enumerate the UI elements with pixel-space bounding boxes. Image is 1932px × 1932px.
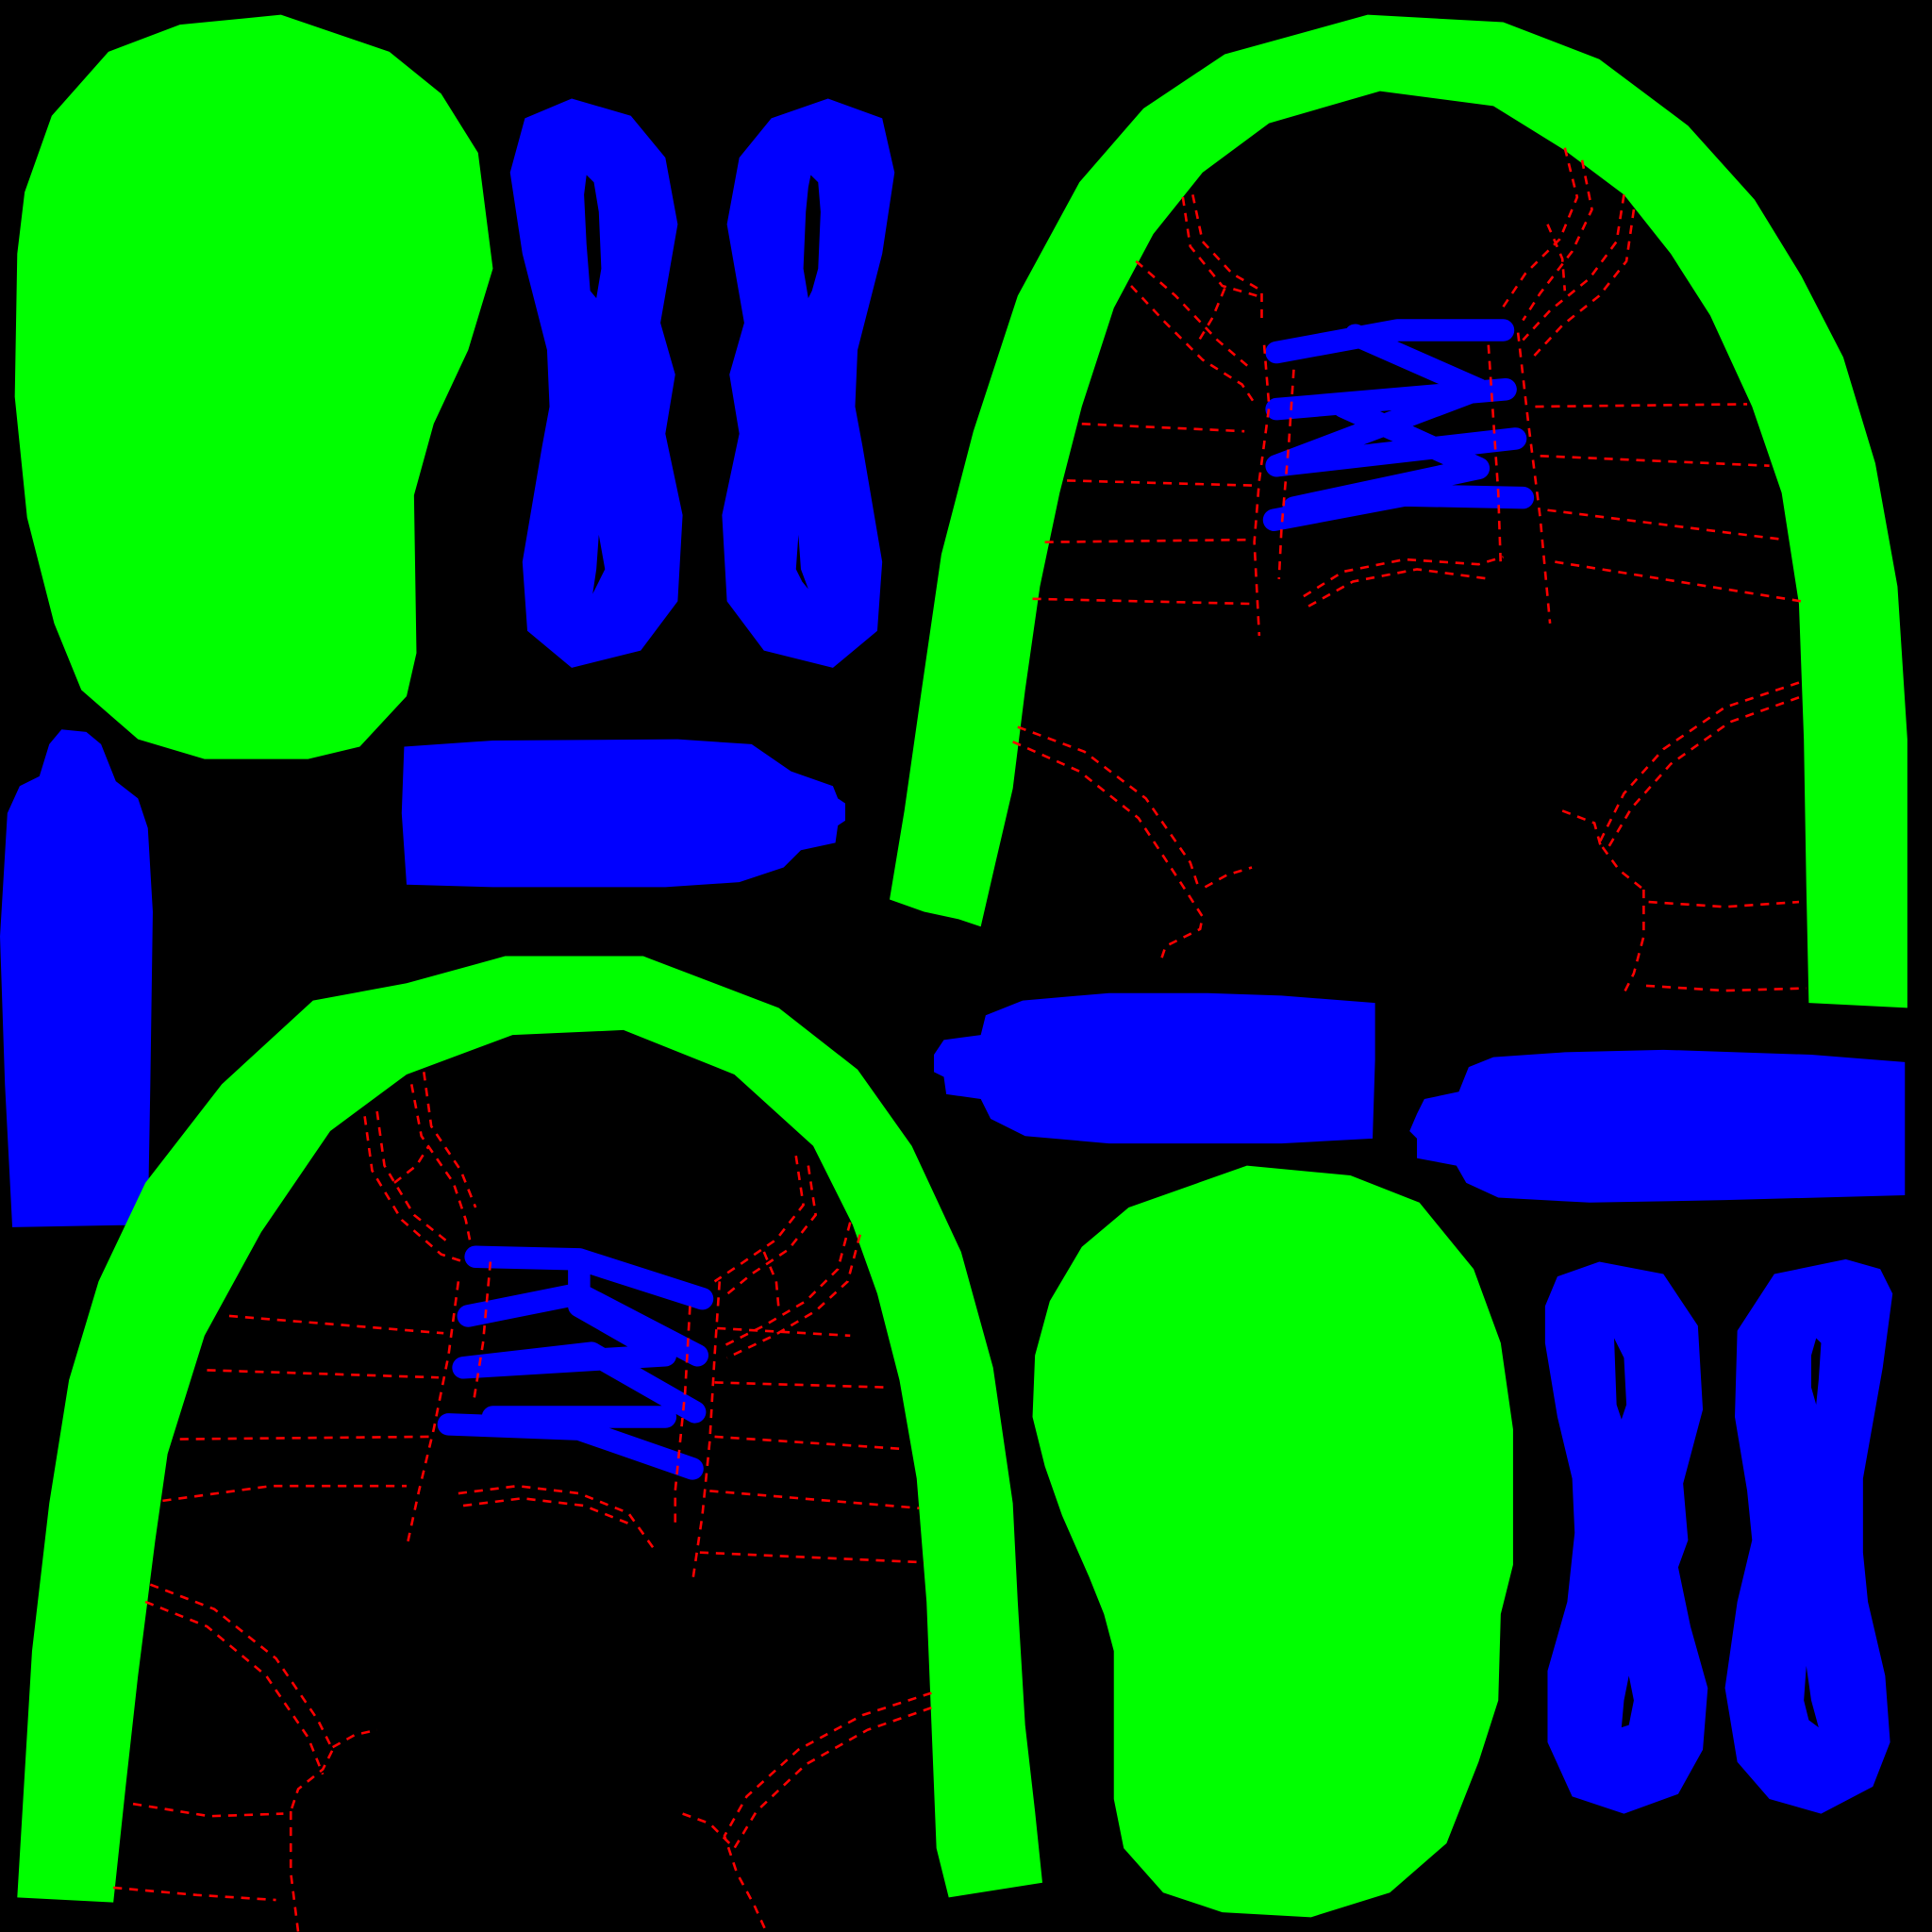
toe-cap-strip-upper bbox=[401, 739, 845, 888]
stitching-bottom-left bbox=[113, 1072, 932, 1932]
lace-loop-bottom-1 bbox=[1544, 1261, 1708, 1814]
toe-cap-strip-lower bbox=[1409, 1049, 1906, 1203]
lace-zigzag-bottom-left bbox=[437, 1245, 714, 1480]
lace-loop-bottom-2 bbox=[1724, 1258, 1893, 1814]
sole-patch-top-left bbox=[14, 14, 493, 759]
lace-loop-top-1 bbox=[509, 98, 683, 668]
heel-tab-left bbox=[0, 729, 153, 1227]
sole-patch-bottom-right bbox=[1032, 1165, 1513, 1918]
lace-zigzag-top-right bbox=[1262, 319, 1535, 531]
stitching-top-right bbox=[1012, 147, 1807, 994]
toe-cap-strip-middle bbox=[934, 992, 1375, 1144]
upper-arch-bottom-left bbox=[17, 956, 1042, 1903]
lace-loop-top-2 bbox=[722, 98, 895, 668]
